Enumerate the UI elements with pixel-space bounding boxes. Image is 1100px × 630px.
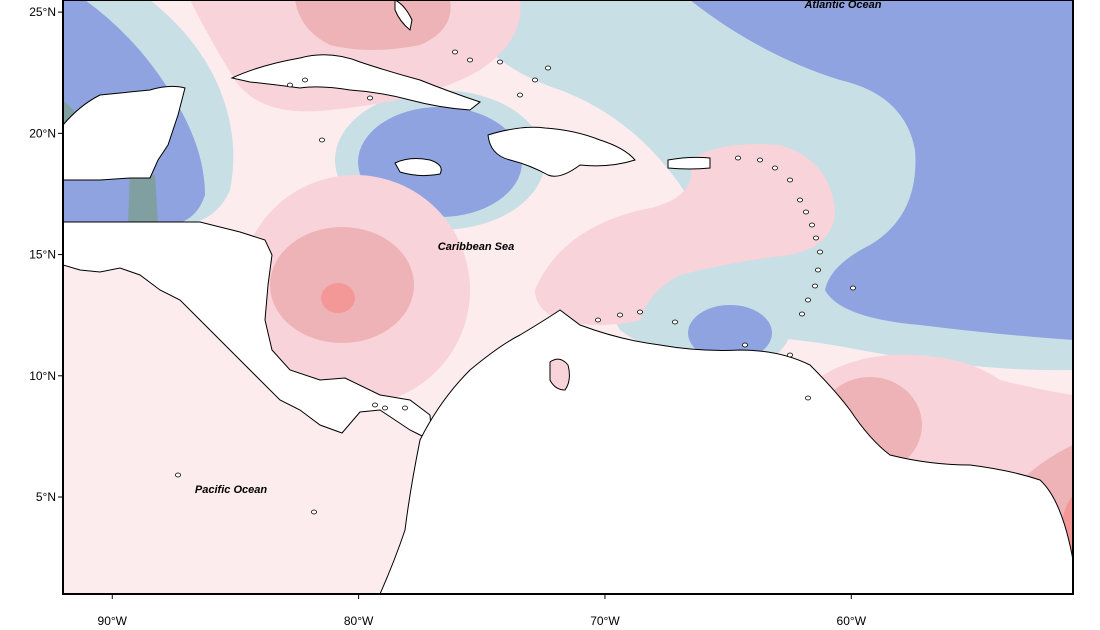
islet xyxy=(787,177,793,183)
islet xyxy=(735,155,741,161)
islet xyxy=(799,311,805,317)
land-hispaniola xyxy=(487,126,636,177)
islet xyxy=(809,222,815,228)
map-frame xyxy=(62,0,1074,595)
field-weak-positive-east xyxy=(535,144,835,325)
islet xyxy=(402,405,408,411)
islet xyxy=(742,342,748,348)
lake-maracaibo xyxy=(549,358,570,391)
islet xyxy=(812,283,818,289)
field-strong-positive-central xyxy=(321,283,355,313)
islet xyxy=(372,402,378,408)
islet xyxy=(817,249,823,255)
islet xyxy=(595,317,601,323)
axis-ticks: 25°N 20°N 15°N 10°N 5°N 90°W 80°W 70°W 60°W xyxy=(29,5,867,628)
y-tick-label: 5°N xyxy=(36,490,56,504)
islet xyxy=(467,57,473,63)
land-mexico-yucatan xyxy=(63,85,186,181)
islet xyxy=(319,137,325,143)
islet xyxy=(175,472,181,478)
islet xyxy=(815,267,821,273)
islet xyxy=(497,59,503,65)
land-jamaica xyxy=(394,158,442,177)
islet xyxy=(797,197,803,203)
islet xyxy=(452,49,458,55)
island-layer xyxy=(175,49,856,515)
islet xyxy=(517,92,523,98)
y-tick-label: 25°N xyxy=(29,5,56,19)
label-caribbean-sea: Caribbean Sea xyxy=(438,241,514,253)
field-moderate-positive-bahamas xyxy=(295,0,451,50)
islet xyxy=(532,77,538,83)
islet xyxy=(787,352,793,358)
field-strong-negative-atlantic xyxy=(690,0,1073,340)
y-tick-label: 20°N xyxy=(29,126,56,140)
x-tick-label: 90°W xyxy=(98,614,128,628)
islet xyxy=(367,95,373,101)
land-andros xyxy=(394,0,413,31)
x-tick-label: 70°W xyxy=(590,614,620,628)
label-atlantic-ocean: Atlantic Ocean xyxy=(803,0,881,11)
islet xyxy=(803,209,809,215)
islet xyxy=(617,312,623,318)
islet xyxy=(545,65,551,71)
lake-layer xyxy=(549,358,570,391)
islet xyxy=(311,509,317,515)
label-pacific-ocean: Pacific Ocean xyxy=(195,484,267,496)
x-tick-label: 80°W xyxy=(344,614,374,628)
islet xyxy=(850,285,856,291)
islet xyxy=(805,395,811,401)
land-central-america xyxy=(63,221,433,441)
x-tick-label: 60°W xyxy=(837,614,867,628)
islet xyxy=(287,82,293,88)
land-puerto-rico xyxy=(667,156,711,170)
islet xyxy=(382,405,388,411)
islet xyxy=(672,319,678,325)
islet xyxy=(757,157,763,163)
islet xyxy=(772,165,778,171)
field-strong-negative-venezuela xyxy=(688,305,772,361)
y-tick-label: 10°N xyxy=(29,369,56,383)
islet xyxy=(805,297,811,303)
land-cuba xyxy=(230,54,482,111)
islet xyxy=(302,77,308,83)
islet xyxy=(813,235,819,241)
field-green-patch-belize xyxy=(128,170,158,225)
islet xyxy=(637,309,643,315)
y-tick-label: 15°N xyxy=(29,248,56,262)
